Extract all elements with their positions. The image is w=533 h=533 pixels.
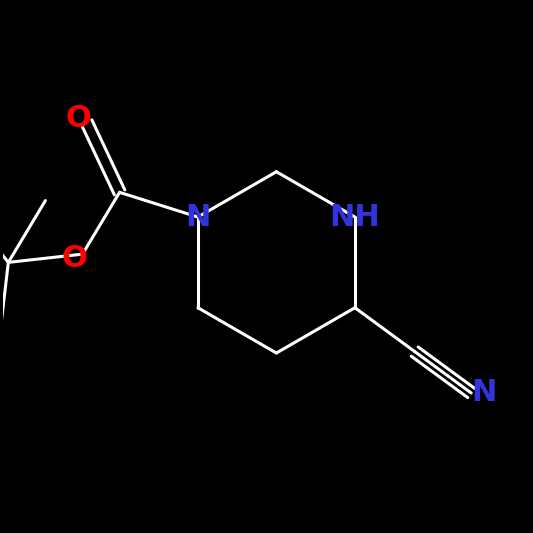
Text: N: N [471,378,496,408]
Text: NH: NH [329,203,380,231]
Text: N: N [185,203,211,231]
Text: O: O [66,103,91,133]
Text: O: O [61,244,87,273]
